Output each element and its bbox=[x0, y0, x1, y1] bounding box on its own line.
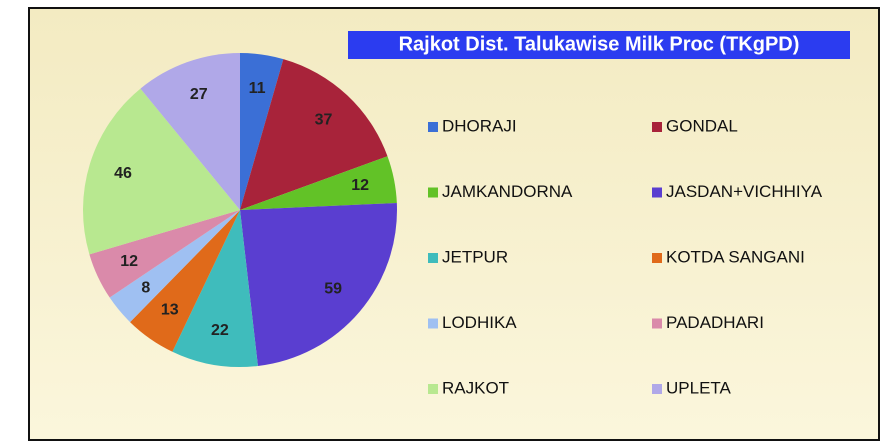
legend-label: JAMKANDORNA bbox=[442, 182, 573, 201]
data-label: 46 bbox=[114, 165, 132, 182]
legend-swatch bbox=[652, 253, 662, 263]
pie-slice bbox=[240, 59, 388, 210]
legend-swatch bbox=[652, 187, 662, 198]
legend-swatch bbox=[428, 253, 438, 263]
pie-slice bbox=[82, 88, 240, 255]
legend-label: PADADHARI bbox=[666, 313, 764, 332]
data-label: 12 bbox=[351, 177, 369, 194]
legend-label: GONDAL bbox=[666, 116, 738, 135]
legend-label: JASDAN+VICHHIYA bbox=[666, 182, 823, 201]
data-label: 37 bbox=[315, 112, 333, 129]
chart-title: Rajkot Dist. Talukawise Milk Proc (TKgPD… bbox=[399, 33, 800, 55]
title-box bbox=[348, 31, 850, 59]
pie-slice bbox=[240, 53, 284, 210]
legend-swatch bbox=[428, 384, 438, 394]
legend-label: RAJKOT bbox=[442, 378, 509, 397]
pie-slice bbox=[172, 210, 258, 368]
legend-swatch bbox=[652, 318, 662, 329]
data-label: 12 bbox=[120, 253, 138, 270]
legend-label: JETPUR bbox=[442, 247, 508, 266]
legend-swatch bbox=[428, 122, 438, 132]
data-label: 13 bbox=[161, 302, 179, 319]
legend-swatch bbox=[428, 318, 438, 329]
pie-slice bbox=[130, 210, 240, 352]
legend-swatch bbox=[652, 384, 662, 394]
legend-label: UPLETA bbox=[666, 378, 732, 397]
legend-swatch bbox=[652, 122, 662, 132]
data-label: 22 bbox=[211, 322, 229, 339]
pie-slice bbox=[89, 210, 241, 298]
data-label: 11 bbox=[249, 80, 266, 97]
legend-label: KOTDA SANGANI bbox=[666, 247, 805, 266]
legend-swatch bbox=[428, 187, 438, 198]
data-label: 27 bbox=[190, 86, 208, 103]
legend-label: DHORAJI bbox=[442, 116, 517, 135]
pie-slice bbox=[109, 210, 240, 323]
pie-slice bbox=[140, 53, 240, 210]
data-label: 59 bbox=[324, 281, 342, 298]
legend-label: LODHIKA bbox=[442, 313, 517, 332]
pie-slice bbox=[240, 156, 397, 210]
pie-slice bbox=[240, 203, 397, 366]
data-label: 8 bbox=[141, 279, 150, 296]
